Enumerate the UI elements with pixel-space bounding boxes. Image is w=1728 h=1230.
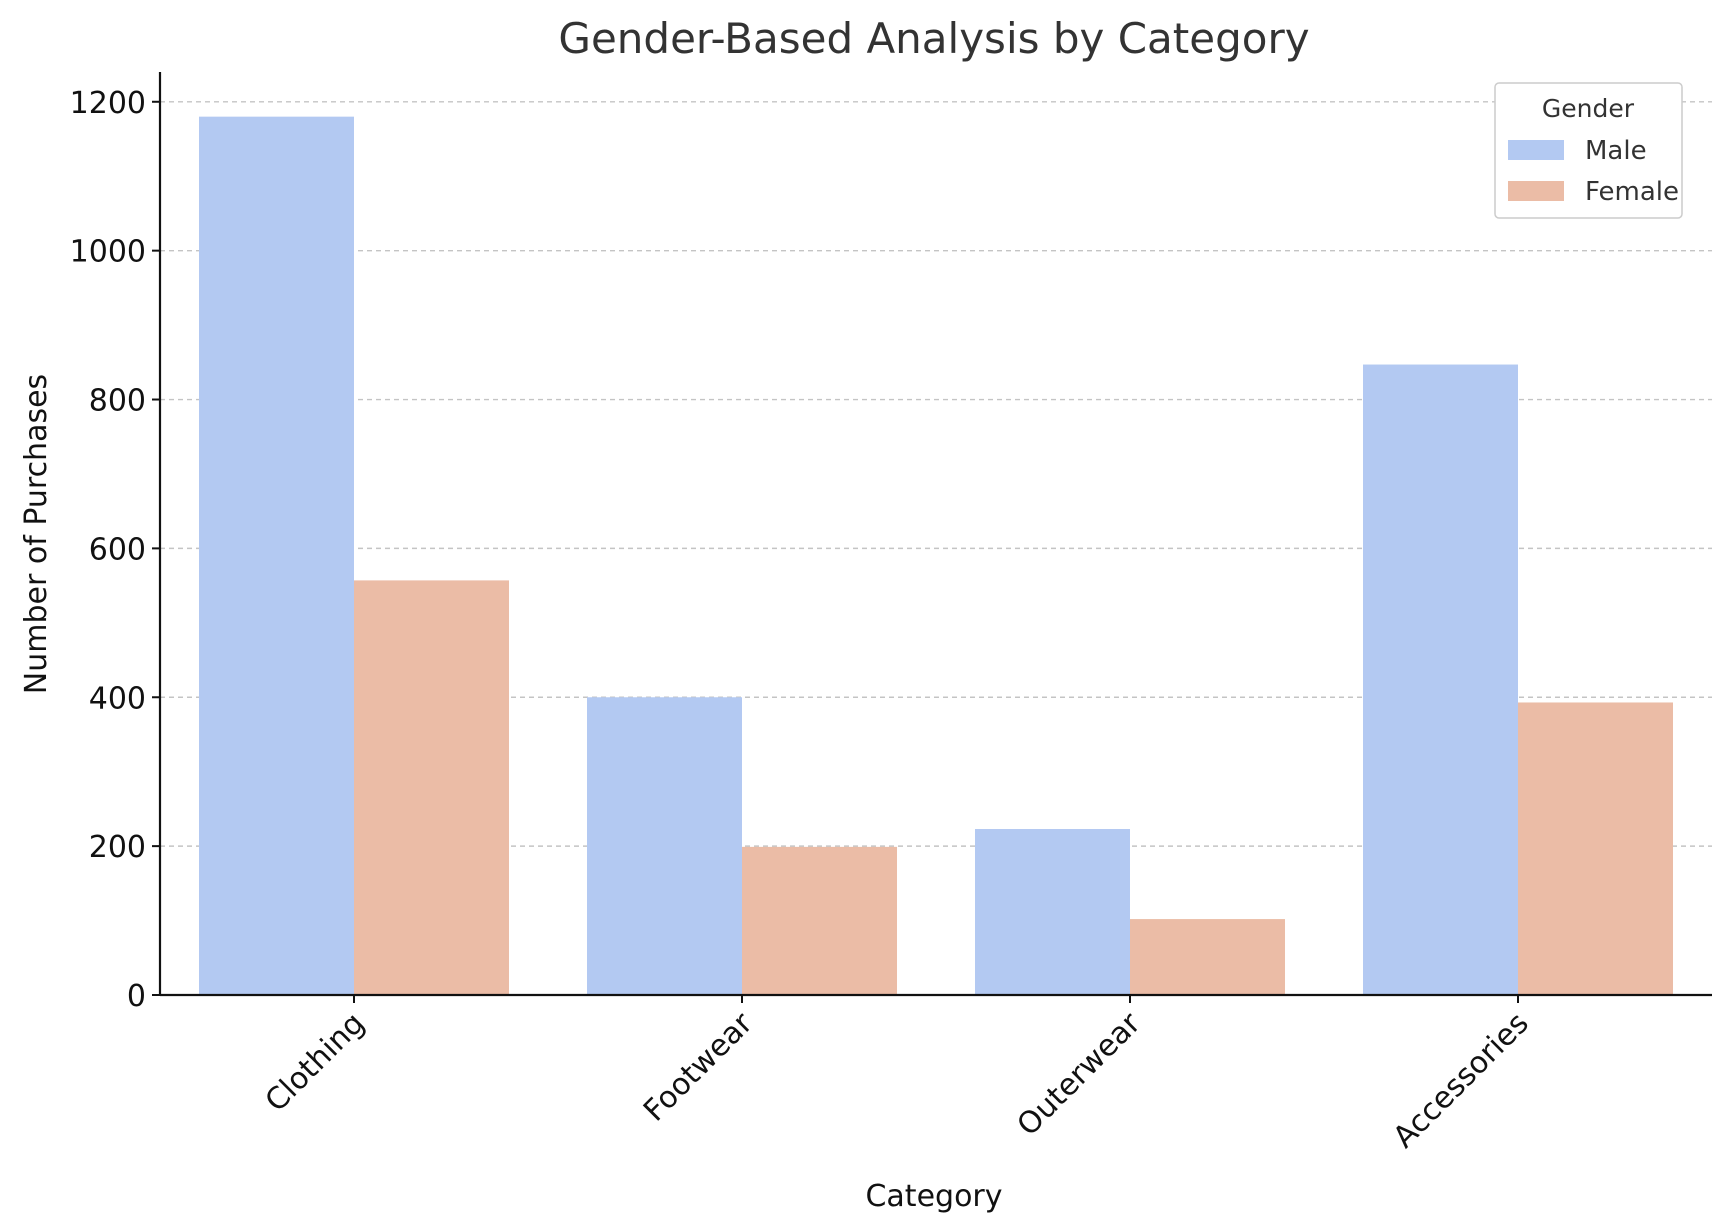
bars [199,116,1673,995]
y-tick-label: 800 [89,384,146,419]
y-axis-label: Number of Purchases [19,374,54,694]
x-tick-label: Footwear [637,1005,760,1128]
y-tick-label: 0 [127,979,146,1014]
y-tick-label: 1200 [70,86,146,121]
bar-male-footwear [587,697,742,995]
legend: Gender Male Female [1494,82,1683,219]
x-tick-label: Accessories [1387,1006,1536,1155]
legend-title: Gender [1542,94,1635,123]
bar-female-footwear [742,846,897,995]
bar-female-outerwear [1130,919,1285,995]
axes [158,72,1712,997]
bar-female-accessories [1518,702,1673,995]
legend-label-male: Male [1585,136,1647,166]
y-tick-label: 400 [89,681,146,716]
bar-male-outerwear [975,829,1130,995]
legend-swatch-female [1508,181,1564,201]
legend-label-female: Female [1585,177,1679,207]
y-tick-label: 200 [89,830,146,865]
bar-male-accessories [1363,364,1518,995]
x-tick-label: Outerwear [1011,1005,1149,1143]
y-tick-label: 1000 [70,235,146,270]
chart-title: Gender-Based Analysis by Category [558,14,1309,63]
gridlines [160,101,1712,847]
bar-male-clothing [199,116,354,995]
x-axis-ticks: Clothing Footwear Outerwear Accessories [259,995,1536,1155]
bar-female-clothing [354,580,509,995]
x-tick-label: Clothing [259,1006,372,1119]
y-tick-label: 600 [89,532,146,567]
x-axis-label: Category [865,1179,1002,1214]
y-axis-ticks: 0 200 400 600 800 1000 1200 [70,86,160,1014]
legend-swatch-male [1508,140,1564,160]
